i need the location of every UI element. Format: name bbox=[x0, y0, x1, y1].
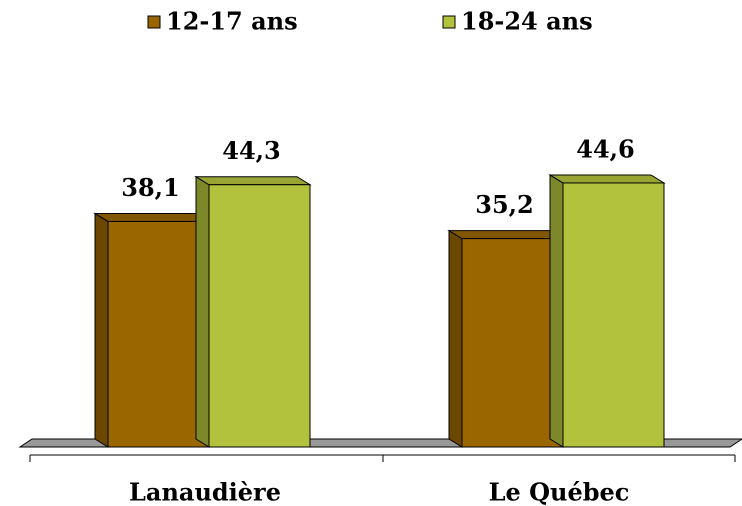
legend-label: 12-17 ans bbox=[166, 7, 298, 36]
data-label: 44,3 bbox=[222, 136, 280, 165]
bar bbox=[562, 182, 665, 448]
legend-swatch bbox=[442, 15, 456, 29]
bar-side bbox=[448, 229, 463, 448]
legend-label: 18-24 ans bbox=[461, 7, 593, 36]
bar-side bbox=[195, 175, 210, 448]
bar bbox=[208, 184, 311, 448]
bar-top bbox=[93, 212, 211, 222]
bar bbox=[107, 220, 210, 448]
bar-side bbox=[549, 174, 564, 448]
bar-top bbox=[194, 176, 312, 186]
legend-swatch bbox=[147, 15, 161, 29]
bar-top bbox=[447, 230, 565, 240]
x-tick-label: Le Québec bbox=[489, 478, 630, 506]
x-tick-label: Lanaudière bbox=[129, 478, 281, 506]
bar-side bbox=[94, 212, 109, 448]
data-label: 44,6 bbox=[576, 134, 634, 163]
bar-top bbox=[548, 174, 666, 184]
data-label: 38,1 bbox=[121, 173, 179, 202]
data-label: 35,2 bbox=[475, 190, 533, 219]
bar bbox=[461, 238, 564, 448]
